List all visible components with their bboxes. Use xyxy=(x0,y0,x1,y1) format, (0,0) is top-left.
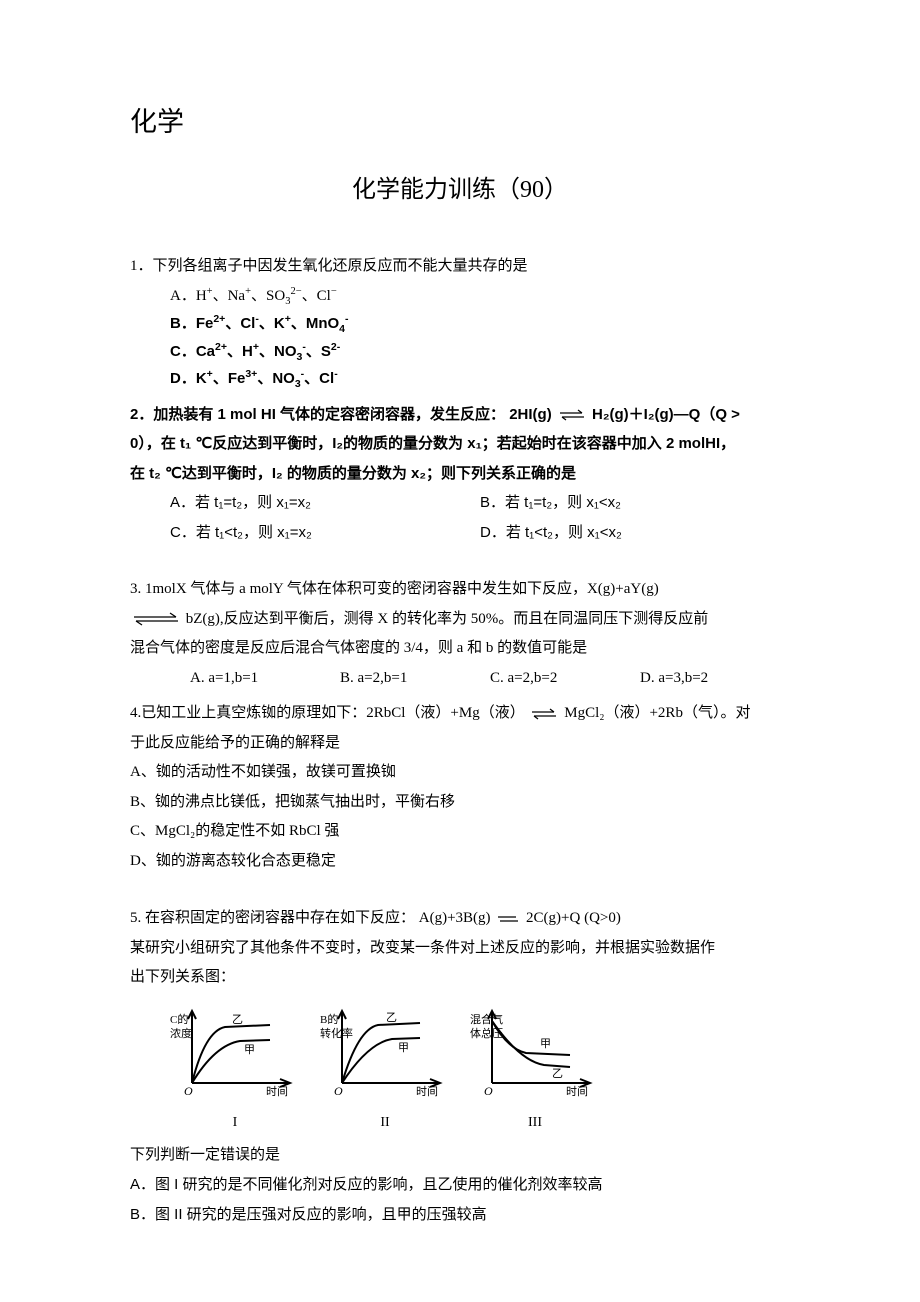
graph-3-svg: 混合气 体总压 甲 乙 O 时间 xyxy=(470,1003,600,1098)
q4-option-a: A、铷的活动性不如镁强，故镁可置换铷 xyxy=(130,760,790,786)
q5-l1a: 5. 在容积固定的密闭容器中存在如下反应： A(g)+3B(g) xyxy=(130,910,494,926)
graph-1-svg: C的 浓度 乙 甲 O 时间 xyxy=(170,1003,300,1098)
q2-line2: 0），在 t₁ ℃反应达到平衡时，I₂的物质的量分数为 x₁；若起始时在该容器中… xyxy=(130,431,790,457)
graph-1-roman: I xyxy=(170,1111,300,1135)
g2-ylabel1: B的 xyxy=(320,1012,338,1026)
exercise-title: 化学能力训练（90） xyxy=(130,169,790,204)
q4-line2: 于此反应能给予的正确的解释是 xyxy=(130,731,790,757)
q2-l1b: H₂(g)＋I₂(g)―Q（Q > xyxy=(592,406,740,423)
q3-l2b: bZ(g),反应达到平衡后，测得 X 的转化率为 50%。而且在同温同压下测得反… xyxy=(186,611,708,627)
q1-a-prefix: A．H xyxy=(170,288,207,304)
g1-xlabel: 时间 xyxy=(266,1085,288,1098)
equilibrium-arrow-icon xyxy=(558,409,586,421)
q1-option-c: C．Ca2+、H+、NO3-、S2- xyxy=(170,339,790,365)
q3-line3: 混合气体的密度是反应后混合气体密度的 3/4，则 a 和 b 的数值可能是 xyxy=(130,636,790,662)
q4-line1: 4.已知工业上真空炼铷的原理如下：2RbCl（液）+Mg（液） MgCl₂（液）… xyxy=(130,701,790,727)
q3-line1: 3. 1molX 气体与 a molY 气体在体积可变的密闭容器中发生如下反应，… xyxy=(130,577,790,603)
subject-heading: 化学 xyxy=(130,100,790,139)
g3-origin: O xyxy=(484,1084,493,1098)
q2-option-b: B．若 t₁=t₂，则 x₁<x₂ xyxy=(480,490,790,516)
q5-line2: 某研究小组研究了其他条件不变时，改变某一条件对上述反应的影响，并根据实验数据作 xyxy=(130,936,790,962)
g3-xlabel: 时间 xyxy=(566,1085,588,1098)
q4-option-c: C、MgCl₂的稳定性不如 RbCl 强 xyxy=(130,819,790,845)
g1-curve-top: 乙 xyxy=(232,1013,243,1026)
q1-option-d: D．K+、Fe3+、NO3-、Cl- xyxy=(170,366,790,392)
q4-l1b: MgCl₂（液）+2Rb（气）。对 xyxy=(564,705,750,721)
question-5: 5. 在容积固定的密闭容器中存在如下反应： A(g)+3B(g) 2C(g)+Q… xyxy=(130,906,790,1227)
q3-option-c: C. a=2,b=2 xyxy=(490,666,640,692)
q4-option-d: D、铷的游离态较化合态更稳定 xyxy=(130,849,790,875)
g3-curve-bot: 乙 xyxy=(552,1067,563,1080)
q3-line2: bZ(g),反应达到平衡后，测得 X 的转化率为 50%。而且在同温同压下测得反… xyxy=(130,607,790,633)
equilibrium-arrow-icon xyxy=(530,708,558,720)
q4-option-b: B、铷的沸点比镁低，把铷蒸气抽出时，平衡右移 xyxy=(130,790,790,816)
q1-b-prefix: B．Fe xyxy=(170,315,213,332)
q1-option-b: B．Fe2+、Cl-、K+、MnO4- xyxy=(170,311,790,337)
q3-option-b: B. a=2,b=1 xyxy=(340,666,490,692)
q2-stem: 2．加热装有 1 mol HI 气体的定容密闭容器，发生反应： 2HI(g) H… xyxy=(130,402,790,428)
g2-ylabel2: 转化率 xyxy=(320,1026,353,1040)
equilibrium-arrow-icon xyxy=(496,913,520,925)
g2-xlabel: 时间 xyxy=(416,1085,438,1098)
q2-option-d: D．若 t₁<t₂，则 x₁<x₂ xyxy=(480,520,790,546)
q1-c-prefix: C．Ca xyxy=(170,343,215,360)
q3-option-a: A. a=1,b=1 xyxy=(190,666,340,692)
g1-ylabel1: C的 xyxy=(170,1012,188,1026)
g2-curve-top: 乙 xyxy=(386,1011,397,1024)
q5-l1b: 2C(g)+Q (Q>0) xyxy=(526,910,621,926)
q5-option-a: A．图 I 研究的是不同催化剂对反应的影响，且乙使用的催化剂效率较高 xyxy=(130,1172,790,1198)
graphs-row: C的 浓度 乙 甲 O 时间 I B的 xyxy=(170,1003,790,1135)
g3-curve-top: 甲 xyxy=(540,1038,551,1050)
graph-3: 混合气 体总压 甲 乙 O 时间 III xyxy=(470,1003,600,1135)
q4-l1a: 4.已知工业上真空炼铷的原理如下：2RbCl（液）+Mg（液） xyxy=(130,705,525,721)
q5-option-b: B．图 II 研究的是压强对反应的影响，且甲的压强较高 xyxy=(130,1202,790,1228)
g1-origin: O xyxy=(184,1084,193,1098)
graph-2: B的 转化率 乙 甲 O 时间 II xyxy=(320,1003,450,1135)
question-2: 2．加热装有 1 mol HI 气体的定容密闭容器，发生反应： 2HI(g) H… xyxy=(130,402,790,546)
question-4: 4.已知工业上真空炼铷的原理如下：2RbCl（液）+Mg（液） MgCl₂（液）… xyxy=(130,701,790,874)
graph-3-roman: III xyxy=(470,1111,600,1135)
q1-d-prefix: D．K xyxy=(170,370,207,387)
question-3: 3. 1molX 气体与 a molY 气体在体积可变的密闭容器中发生如下反应，… xyxy=(130,577,790,691)
q2-option-c: C．若 t₁<t₂，则 x₁=x₂ xyxy=(170,520,480,546)
q1-option-a: A．H+、Na+、SO32−、Cl− xyxy=(170,284,790,310)
q1-stem: 1．下列各组离子中因发生氧化还原反应而不能大量共存的是 xyxy=(130,254,790,280)
q5-line1: 5. 在容积固定的密闭容器中存在如下反应： A(g)+3B(g) 2C(g)+Q… xyxy=(130,906,790,932)
q2-option-a: A．若 t₁=t₂，则 x₁=x₂ xyxy=(170,490,480,516)
g3-ylabel2: 体总压 xyxy=(470,1026,503,1040)
graph-2-svg: B的 转化率 乙 甲 O 时间 xyxy=(320,1003,450,1098)
q2-l1a: 2．加热装有 1 mol HI 气体的定容密闭容器，发生反应： 2HI(g) xyxy=(130,406,552,423)
g1-ylabel2: 浓度 xyxy=(170,1026,192,1040)
g1-curve-bot: 甲 xyxy=(244,1044,255,1056)
question-1: 1．下列各组离子中因发生氧化还原反应而不能大量共存的是 A．H+、Na+、SO3… xyxy=(130,254,790,392)
g3-ylabel1: 混合气 xyxy=(470,1012,503,1026)
g2-curve-bot: 甲 xyxy=(398,1042,409,1054)
graph-2-roman: II xyxy=(320,1111,450,1135)
equilibrium-arrow-icon xyxy=(132,612,180,626)
q2-line3: 在 t₂ ℃达到平衡时，I₂ 的物质的量分数为 x₂；则下列关系正确的是 xyxy=(130,461,790,487)
graph-1: C的 浓度 乙 甲 O 时间 I xyxy=(170,1003,300,1135)
g2-origin: O xyxy=(334,1084,343,1098)
q5-line3: 出下列关系图： xyxy=(130,965,790,991)
q5-after: 下列判断一定错误的是 xyxy=(130,1143,790,1169)
q3-option-d: D. a=3,b=2 xyxy=(640,666,790,692)
